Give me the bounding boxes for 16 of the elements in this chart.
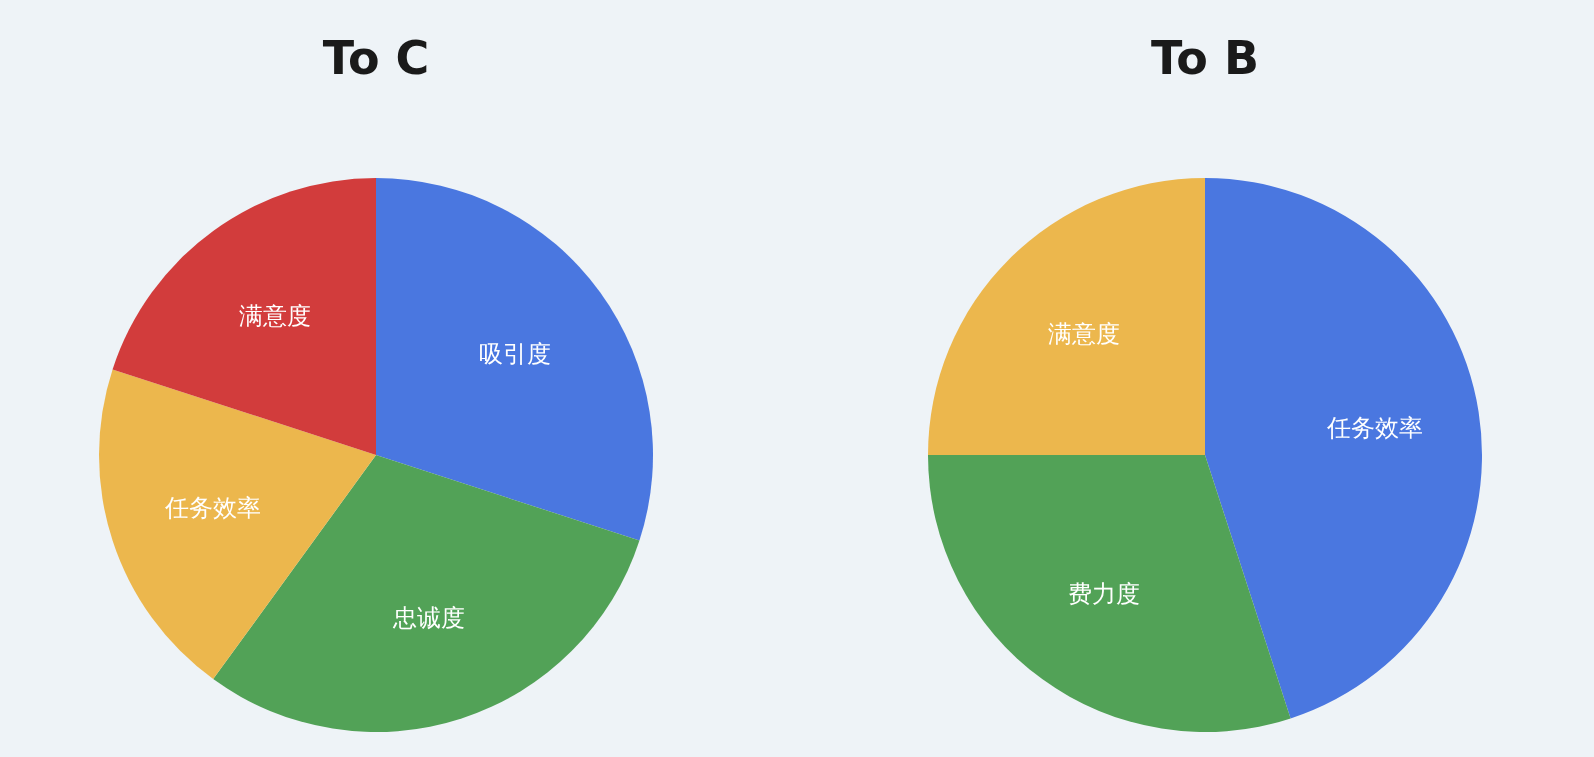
slice-label: 任务效率 [1325, 414, 1423, 443]
slice-label: 满意度 [239, 302, 312, 331]
pie-slice [99, 369, 376, 680]
pie-slice [1205, 178, 1482, 719]
chart-title: To B [1151, 31, 1259, 85]
pie-slice [376, 178, 653, 541]
pie-slice [928, 455, 1291, 732]
pie-slice [112, 178, 376, 455]
slice-label: 费力度 [1068, 579, 1141, 608]
slice-label: 任务效率 [163, 494, 261, 523]
slice-label: 满意度 [1047, 319, 1120, 348]
slice-label: 吸引度 [478, 340, 551, 369]
pie-slice [928, 178, 1205, 455]
pie-slice [213, 455, 640, 732]
chart-title: To C [322, 31, 430, 85]
slice-label: 忠诚度 [392, 604, 466, 633]
